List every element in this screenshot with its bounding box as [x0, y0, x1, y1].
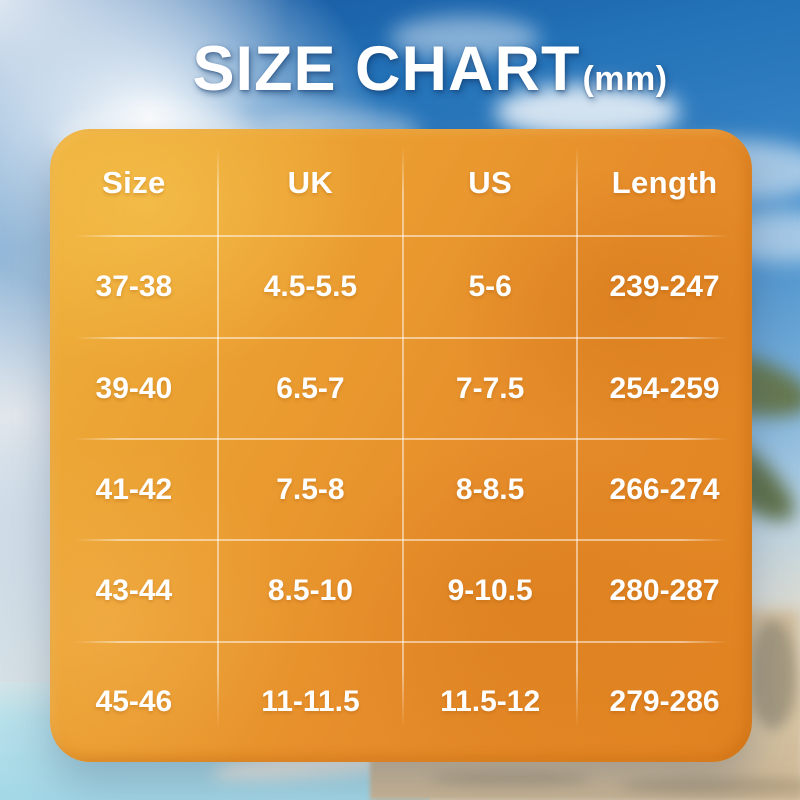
sand-shadow — [750, 620, 796, 730]
table-cell: 239-247 — [609, 270, 720, 303]
table-cell: 280-287 — [609, 574, 720, 607]
table-cell: 41-42 — [95, 472, 173, 506]
size-chart-table: Size UK US Length 37-38 4.5-5.5 5-6 239-… — [50, 129, 752, 762]
table-cell: 7-7.5 — [455, 371, 525, 405]
table-cell: 11-11.5 — [261, 685, 360, 718]
table-cell: 8-8.5 — [455, 472, 525, 506]
table-cell: 9-10.5 — [447, 574, 533, 607]
row-divider — [74, 337, 728, 339]
cloud — [390, 16, 540, 60]
column-divider — [576, 147, 579, 728]
table-cell: 266-274 — [609, 472, 720, 506]
row-divider — [74, 539, 728, 541]
table-cell: 5-6 — [468, 270, 512, 303]
column-header-uk: UK — [287, 164, 334, 200]
table-cell: 4.5-5.5 — [263, 270, 358, 303]
column-header-size: Size — [102, 164, 166, 200]
sand-shadow — [620, 778, 800, 794]
table-cell: 7.5-8 — [276, 472, 345, 506]
size-chart-grid: Size UK US Length 37-38 4.5-5.5 5-6 239-… — [50, 129, 752, 762]
table-cell: 11.5-12 — [440, 685, 541, 718]
table-cell: 45-46 — [95, 685, 173, 718]
row-divider — [74, 235, 728, 237]
table-cell: 37-38 — [95, 270, 173, 303]
table-cell: 6.5-7 — [276, 371, 345, 405]
table-cell: 279-286 — [609, 685, 720, 718]
column-header-length: Length — [611, 164, 718, 200]
table-cell: 254-259 — [609, 371, 720, 405]
page-title: SIZE CHART(mm) — [30, 36, 800, 112]
page-title-text: SIZE CHART — [192, 34, 581, 104]
page-title-unit: (mm) — [582, 60, 668, 98]
row-divider — [74, 641, 728, 643]
table-cell: 39-40 — [95, 371, 173, 405]
column-divider — [402, 147, 405, 728]
table-cell: 43-44 — [95, 574, 173, 607]
row-divider — [74, 438, 728, 440]
sand-shadow — [430, 772, 590, 786]
column-header-us: US — [468, 164, 513, 200]
column-divider — [216, 147, 219, 728]
table-cell: 8.5-10 — [267, 574, 353, 607]
